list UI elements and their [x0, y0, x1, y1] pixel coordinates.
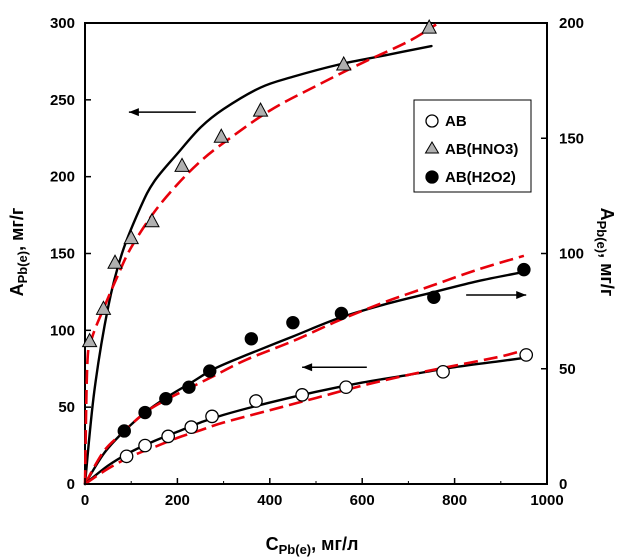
data-point-filled-circle [286, 315, 300, 330]
data-point-triangle [421, 19, 438, 34]
data-point-filled-circle [427, 290, 441, 304]
y-left-tick-label: 250 [50, 92, 75, 109]
fit-curve-dashed [83, 23, 437, 485]
y-right-tick-label: 150 [559, 130, 584, 147]
data-point-triangle [123, 229, 140, 245]
y-axis-right-title: APb(e), мг/г [594, 208, 617, 297]
legend-label-2: АВ(H2O2) [445, 169, 516, 186]
x-tick-label: 200 [165, 492, 190, 509]
data-point-open-circle [184, 420, 199, 434]
data-point-triangle [144, 212, 160, 228]
y-right-tick-label: 100 [559, 246, 584, 263]
y-axis-right-title-tail: , мг/г [597, 253, 617, 297]
fit-curve-solid [83, 356, 526, 486]
data-point-open-circle [138, 438, 152, 453]
data-point-triangle [335, 55, 352, 71]
plot-area-border [84, 22, 548, 485]
y-left-tick-label: 0 [67, 476, 75, 493]
data-point-open-circle [436, 364, 450, 379]
data-point-triangle [174, 157, 190, 172]
data-point-open-circle [119, 449, 134, 464]
data-point-filled-circle [244, 332, 259, 346]
fit-curve-dashed [83, 254, 525, 485]
axis-arrows [128, 108, 527, 372]
y-left-tick-label: 150 [50, 246, 75, 263]
legend-marker-filled-circle [425, 170, 439, 184]
x-axis-title-sub: Pb(e) [279, 542, 312, 557]
arrow-head [516, 290, 527, 299]
x-tick-label: 800 [442, 492, 467, 509]
data-point-triangle [252, 102, 269, 117]
legend-marker-triangle [424, 141, 440, 154]
data-point-open-circle [161, 429, 176, 444]
data-point-open-circle [295, 388, 309, 402]
y-axis-left-title-main: A [7, 283, 27, 296]
x-axis-title-main: C [266, 534, 279, 554]
data-point-filled-circle [182, 380, 196, 394]
fit-curve-dashed [84, 349, 525, 486]
y-axis-right-title-main: A [597, 208, 617, 221]
y-right-tick-label: 200 [559, 15, 584, 32]
arrow-head [128, 108, 139, 117]
data-point-open-circle [339, 380, 353, 395]
data-point-triangle [213, 128, 230, 143]
data-point-triangle [107, 254, 123, 269]
y-left-tick-label: 50 [58, 399, 75, 416]
arrow-head [302, 363, 313, 372]
y-right-tick-label: 0 [559, 476, 567, 493]
y-left-tick-label: 200 [50, 169, 75, 186]
x-axis-title: CPb(e), мг/л [266, 534, 359, 557]
axis-ticks: 0 200 400 600 800 100005010015020025030005010… [50, 15, 584, 509]
y-left-tick-label: 100 [50, 322, 75, 339]
data-point-triangle [81, 332, 98, 348]
legend-marker-open-circle [425, 114, 439, 128]
data-point-open-circle [205, 409, 219, 424]
data-point-filled-circle [138, 405, 152, 420]
y-left-tick-label: 300 [50, 15, 75, 32]
plot-frame [84, 22, 548, 485]
data-point-filled-circle [334, 306, 349, 321]
legend-label-1: АВ(HNO3) [445, 141, 518, 158]
legend: АВ АВ(HNO3) АВ(H2O2) [413, 99, 532, 193]
data-points [81, 19, 534, 464]
data-point-filled-circle [517, 262, 531, 277]
x-tick-label: 1000 [530, 492, 563, 509]
data-point-filled-circle [203, 364, 217, 378]
y-axis-left-title: APb(e), мг/г [7, 207, 30, 296]
x-tick-label: 0 [81, 492, 89, 509]
data-point-filled-circle [117, 424, 131, 438]
data-point-filled-circle [159, 392, 173, 406]
data-point-open-circle [249, 394, 263, 408]
y-axis-left-title-sub: Pb(e) [15, 251, 30, 284]
data-point-open-circle [519, 348, 534, 362]
legend-label-0: АВ [445, 113, 467, 130]
y-axis-left-title-tail: , мг/г [7, 207, 27, 251]
x-tick-label: 600 [350, 492, 375, 509]
fit-curve-solid [83, 270, 526, 486]
y-axis-right-title-sub: Pb(e) [594, 221, 609, 254]
x-tick-label: 400 [257, 492, 282, 509]
x-axis-title-tail: , мг/л [311, 534, 358, 554]
data-point-triangle [95, 300, 112, 315]
y-right-tick-label: 50 [559, 361, 576, 378]
